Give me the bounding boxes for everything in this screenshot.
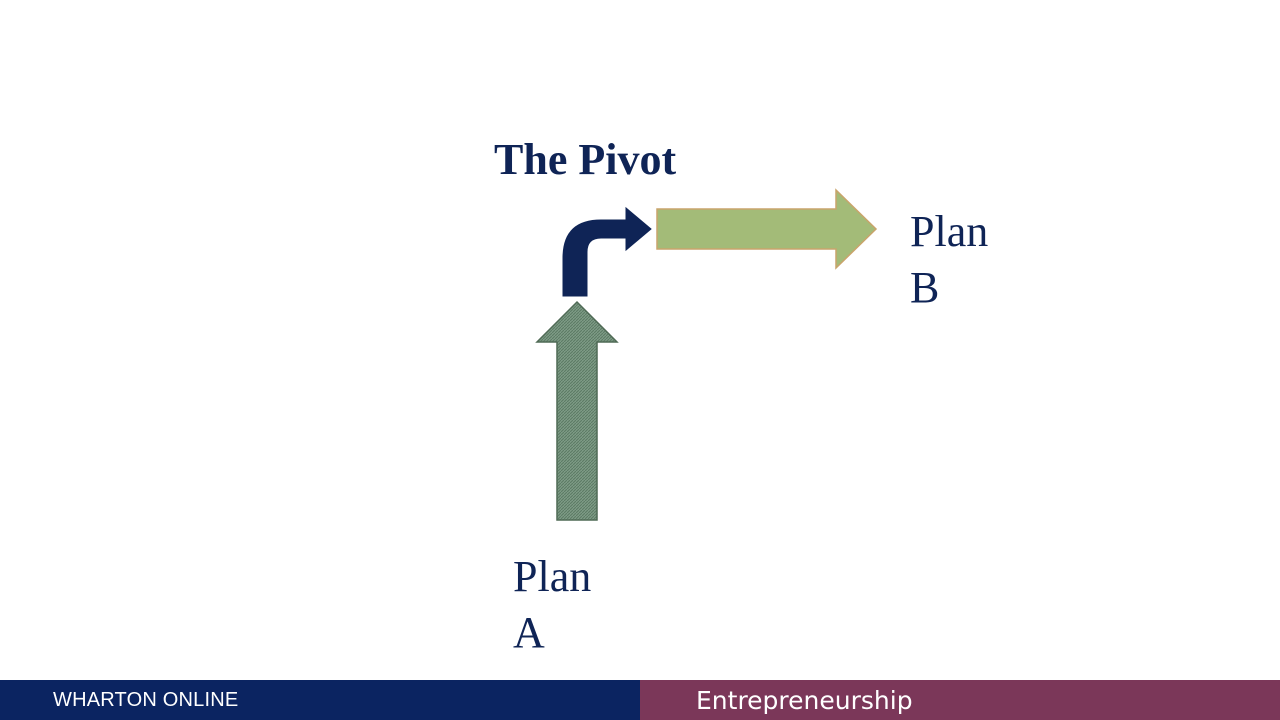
- course-name-label: Entrepreneurship: [696, 685, 913, 715]
- plan-b-label: Plan B: [910, 204, 988, 316]
- pivot-title: The Pivot: [494, 135, 677, 184]
- footer-left-panel: WHARTON ONLINE: [0, 680, 640, 720]
- plan-b-arrow: [656, 188, 878, 270]
- plan-a-label: Plan A: [513, 549, 591, 661]
- footer-bar: WHARTON ONLINE Entrepreneurship: [0, 680, 1280, 720]
- plan-a-line1: Plan: [513, 552, 592, 601]
- pivot-curved-arrow: [562, 206, 652, 297]
- wharton-online-label: WHARTON ONLINE: [53, 688, 239, 711]
- footer-right-panel: Entrepreneurship: [640, 680, 1280, 720]
- plan-a-arrow: [535, 300, 619, 521]
- plan-b-line1: Plan: [910, 207, 989, 256]
- plan-b-line2: B: [910, 263, 940, 312]
- plan-a-line2: A: [513, 608, 545, 657]
